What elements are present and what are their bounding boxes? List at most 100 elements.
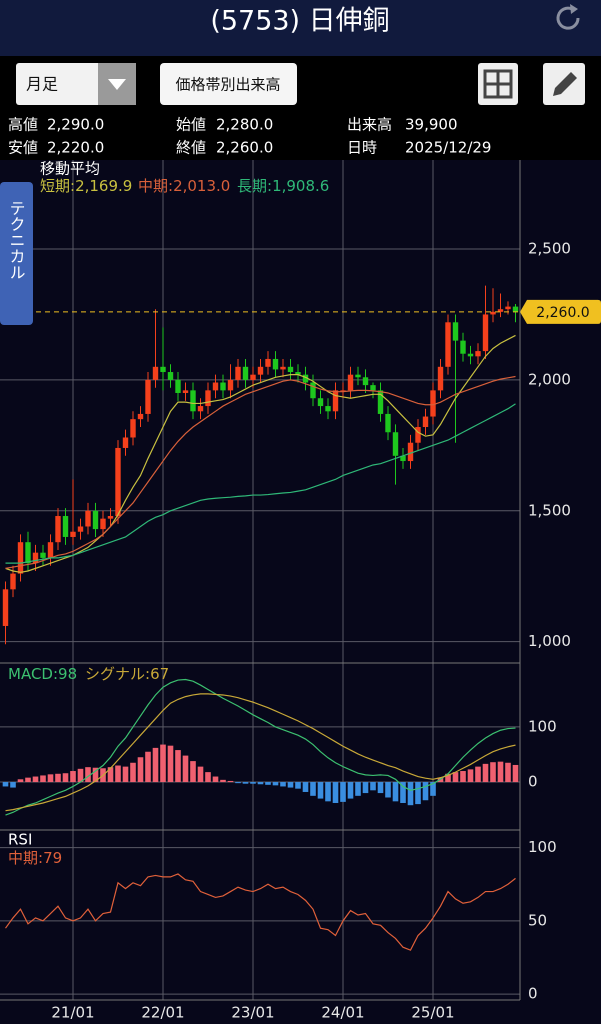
candle-body: [250, 374, 256, 380]
candle-body: [490, 311, 496, 315]
info-label: 始値: [176, 116, 206, 134]
x-tick-label: 23/01: [231, 1004, 274, 1022]
histogram-bar: [340, 782, 346, 802]
histogram-bar: [475, 766, 481, 783]
histogram-bar: [62, 773, 69, 783]
candle-body: [2, 589, 9, 626]
legend-title: RSI: [8, 831, 32, 849]
period-dropdown[interactable]: 月足: [16, 63, 136, 105]
candle-body: [175, 379, 181, 393]
histogram-bar: [47, 774, 54, 783]
histogram-bar: [317, 782, 324, 799]
candle-body: [467, 353, 474, 357]
histogram-bar: [265, 782, 271, 785]
histogram-bar: [167, 745, 174, 783]
histogram-bar: [212, 776, 219, 783]
histogram-bar: [2, 782, 9, 787]
candle-body: [10, 573, 16, 590]
x-tick-label: 22/01: [141, 1004, 184, 1022]
candle-body: [92, 510, 99, 530]
legend-entry: シグナル:67: [85, 665, 169, 683]
series-line: [5, 334, 516, 573]
series-line: [5, 693, 516, 812]
histogram-bar: [295, 782, 301, 789]
candle-body: [272, 358, 279, 370]
series-line: [5, 403, 516, 564]
legend-entry: 短期:2,169.9: [40, 177, 132, 195]
layout-button[interactable]: [478, 63, 518, 105]
histogram-bar: [145, 751, 151, 783]
candle-body: [70, 531, 76, 537]
edit-button[interactable]: [543, 63, 585, 105]
candle-body: [325, 406, 331, 412]
candle-body: [40, 552, 46, 558]
histogram-bar: [377, 782, 384, 794]
histogram-bar: [122, 766, 129, 783]
info-label: 安値: [8, 139, 38, 157]
histogram-bar: [152, 747, 159, 783]
legend-entry: 中期:79: [8, 849, 62, 867]
candle-body: [295, 372, 301, 375]
candle-body: [220, 382, 226, 391]
histogram-bar: [197, 766, 204, 783]
histogram-bar: [55, 773, 61, 783]
refresh-button[interactable]: [556, 4, 580, 30]
candle-body: [25, 542, 31, 564]
tab-label: テクニカル: [7, 200, 26, 280]
histogram-bar: [430, 782, 436, 796]
histogram-bar: [235, 782, 241, 784]
histogram-bar: [272, 782, 279, 786]
candle-body: [437, 366, 444, 391]
candle-body: [377, 390, 384, 414]
legend-value: 2,169.9: [75, 177, 132, 195]
price-tag-label: 2,260.0: [536, 305, 589, 321]
candle-body: [385, 413, 391, 433]
legend-entry: MACD:98: [8, 665, 77, 683]
y-tick-label: 0: [528, 773, 538, 791]
histogram-bar: [302, 782, 309, 792]
histogram-bar: [392, 782, 399, 802]
histogram-bar: [115, 765, 121, 783]
histogram-bar: [287, 782, 294, 788]
histogram-bar: [137, 757, 144, 783]
histogram-bar: [220, 779, 226, 783]
histogram-bar: [482, 763, 489, 783]
candle-body: [452, 322, 459, 341]
x-tick-label: 24/01: [321, 1004, 364, 1022]
histogram-bar: [250, 782, 256, 784]
y-tick-label: 0: [528, 985, 538, 1003]
histogram-bar: [182, 755, 189, 783]
histogram-bar: [490, 762, 496, 783]
histogram-bar: [17, 779, 24, 783]
histogram-bar: [347, 782, 354, 799]
histogram-bar: [25, 777, 31, 783]
info-value: 2,290.0: [47, 116, 104, 134]
candle-body: [415, 427, 421, 443]
candle-body: [47, 542, 54, 558]
candle-body: [235, 366, 241, 380]
candle-body: [122, 437, 129, 448]
legend-separator: :: [145, 665, 150, 683]
histogram-bar: [257, 782, 264, 785]
histogram-bar: [85, 767, 91, 783]
legend-separator: :: [53, 665, 58, 683]
candle-body: [115, 447, 121, 517]
info-value: 2,220.0: [47, 139, 104, 157]
chart-background: [0, 160, 601, 1024]
legend-entry: 中期:2,013.0: [138, 177, 230, 195]
histogram-bar: [355, 782, 361, 796]
candle-body: [355, 374, 361, 378]
x-tick-label: 25/01: [411, 1004, 454, 1022]
period-label: 月足: [26, 75, 58, 94]
candle-body: [137, 413, 144, 420]
candle-body: [422, 416, 429, 428]
series-line: [5, 678, 516, 816]
volume-profile-button[interactable]: 価格帯別出来高: [160, 63, 297, 105]
candle-body: [362, 377, 369, 386]
header-bar: [0, 0, 601, 56]
candle-body: [190, 390, 196, 412]
candle-body: [182, 390, 189, 393]
legend-name: MACD: [8, 665, 53, 683]
technical-tab[interactable]: テクニカル: [0, 182, 33, 325]
